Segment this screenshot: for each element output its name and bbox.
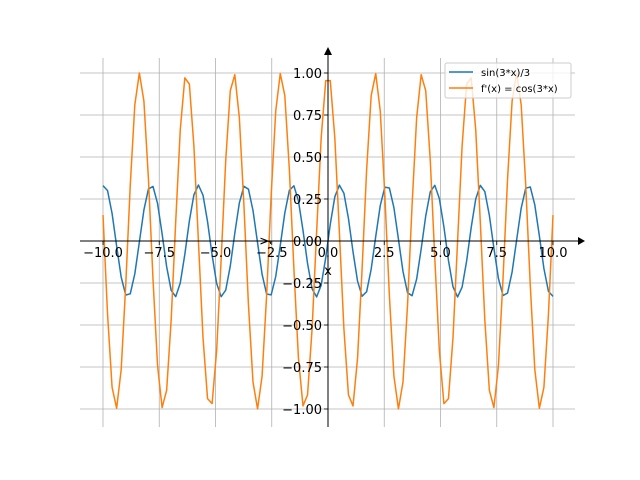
y-tick-label: −0.25 bbox=[282, 277, 322, 292]
y-tick-label: −0.50 bbox=[282, 319, 322, 334]
y-axis-arrow bbox=[324, 47, 332, 55]
legend-label-0: sin(3*x)/3 bbox=[481, 68, 530, 79]
tick-labels: −10.0 −7.5 −5.0 −2.5 0.0 2.5 5.0 7.5 10.0 −1.00 −0… bbox=[83, 67, 567, 418]
y-tick-label: 0.50 bbox=[293, 151, 322, 166]
x-axis-arrow bbox=[578, 237, 585, 245]
y-tick-label: 0.00 bbox=[293, 235, 322, 250]
legend-label-1: f'(x) = cos(3*x) bbox=[481, 84, 558, 95]
x-tick-label: −7.5 bbox=[143, 246, 175, 261]
x-tick-label: 2.5 bbox=[374, 246, 395, 261]
x-tick-label: 0.0 bbox=[318, 246, 339, 261]
x-tick-label: −10.0 bbox=[83, 246, 123, 261]
y-tick-label: 0.75 bbox=[293, 109, 322, 124]
x-tick-label: −5.0 bbox=[200, 246, 232, 261]
x-tick-label: 7.5 bbox=[486, 246, 507, 261]
legend: sin(3*x)/3 f'(x) = cos(3*x) bbox=[444, 62, 572, 99]
legend-box bbox=[444, 62, 572, 99]
x-tick-label: −2.5 bbox=[256, 246, 288, 261]
y-tick-label: 0.25 bbox=[293, 193, 322, 208]
axes bbox=[80, 47, 585, 427]
y-axis-label: y bbox=[257, 237, 272, 245]
x-tick-label: 10.0 bbox=[539, 246, 568, 261]
x-axis-label: x bbox=[324, 264, 332, 279]
y-tick-label: −1.00 bbox=[282, 403, 322, 418]
y-tick-label: −0.75 bbox=[282, 361, 322, 376]
x-tick-label: 5.0 bbox=[430, 246, 451, 261]
y-tick-label: 1.00 bbox=[293, 67, 322, 82]
